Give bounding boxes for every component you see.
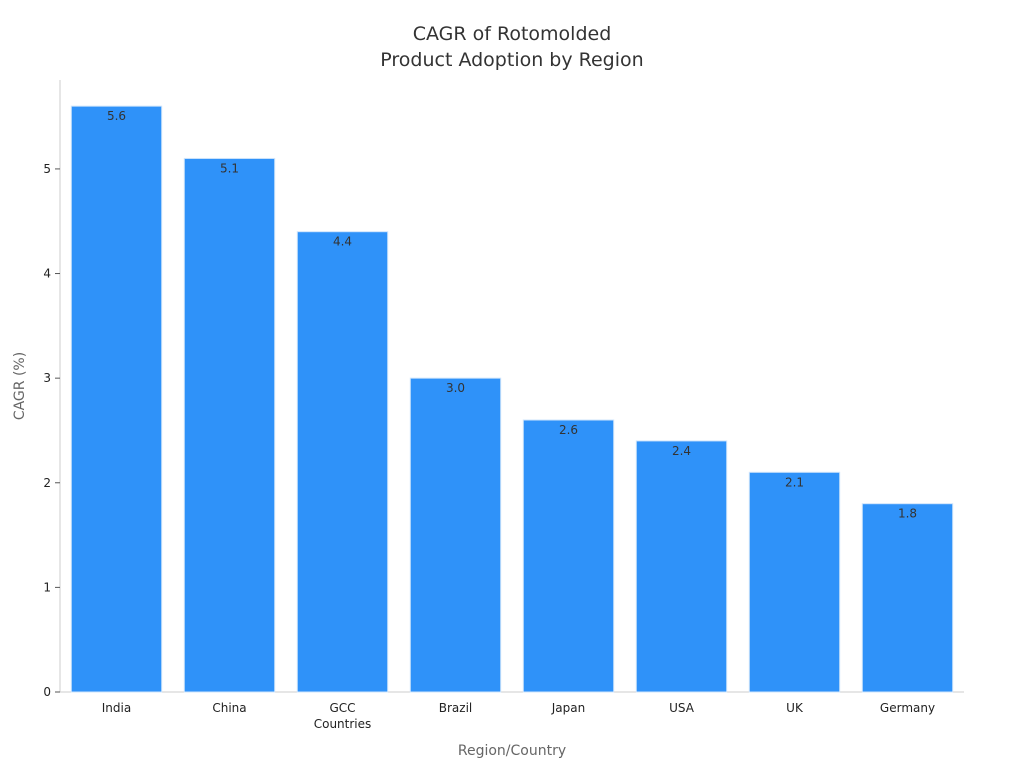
bar [70,105,163,693]
bar-value-label: 2.1 [785,475,804,489]
chart-title-line-1: CAGR of Rotomolded [413,23,612,45]
plot-area: 0 1 2 3 4 5 5.6 India 5.1 China 4.4 GCC Countries 3.0… [43,80,964,731]
chart-title-line-2: Product Adoption by Region [380,49,643,71]
x-tick-label: UK [786,701,804,715]
x-tick-label: GCC [329,701,355,715]
bar [861,503,954,693]
x-tick-label: Brazil [439,701,473,715]
bar [748,471,841,693]
bar-value-label: 5.1 [220,161,239,175]
bar-value-label: 2.4 [672,444,691,458]
bar-value-label: 1.8 [898,507,917,521]
x-tick-label: India [102,701,131,715]
x-tick-label: Japan [551,701,585,715]
bar [409,377,502,693]
x-tick-label: USA [669,701,695,715]
bar-value-label: 4.4 [333,235,352,249]
bar-value-label: 5.6 [107,109,126,123]
bar [635,440,728,693]
bar [183,157,276,693]
bar [296,231,389,693]
y-tick-label: 5 [43,162,51,176]
y-tick-label: 1 [43,580,51,594]
y-tick-label: 2 [43,476,51,490]
x-tick-label: Countries [314,717,372,731]
bar-value-label: 3.0 [446,381,465,395]
y-tick-label: 3 [43,371,51,385]
y-tick-label: 0 [43,685,51,699]
x-axis-title: Region/Country [458,743,566,759]
y-tick-label: 4 [43,267,51,281]
bar-value-label: 2.6 [559,423,578,437]
y-axis-title: CAGR (%) [12,352,28,420]
x-tick-label: Germany [880,701,935,715]
bar [522,419,615,693]
x-tick-label: China [212,701,246,715]
